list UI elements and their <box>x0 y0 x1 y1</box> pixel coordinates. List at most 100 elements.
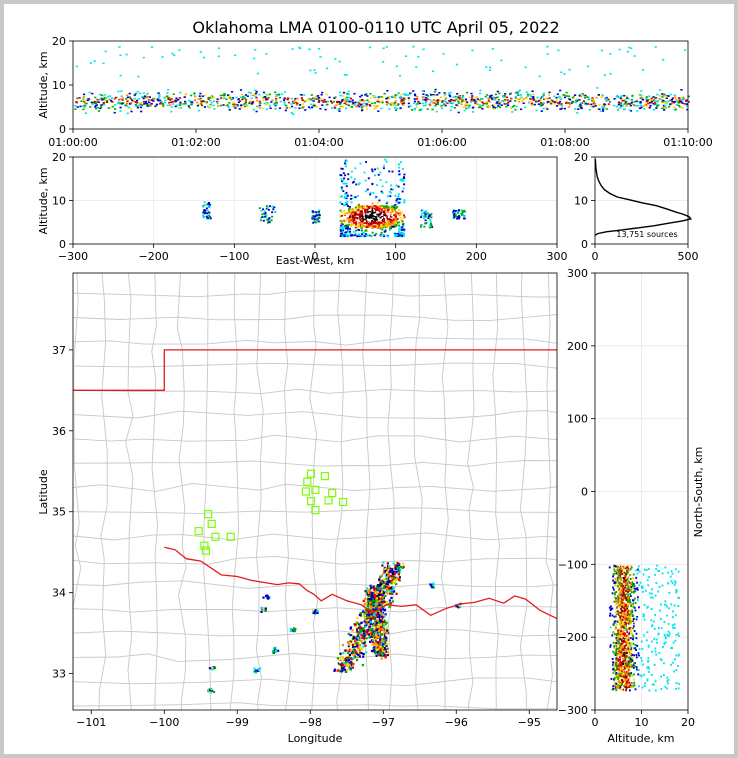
northsouth-source <box>655 567 657 570</box>
northsouth-source <box>636 572 639 575</box>
time-altitude-source <box>470 100 473 102</box>
plan-view-source <box>359 651 362 654</box>
time-altitude-source <box>275 101 278 104</box>
plan-view-source <box>348 664 351 667</box>
time-altitude-source <box>335 104 338 107</box>
eastwest-source <box>345 182 348 185</box>
time-altitude-source <box>487 105 490 107</box>
time-altitude-source <box>645 105 648 107</box>
time-altitude-source <box>223 92 226 95</box>
time-altitude-source <box>203 106 206 108</box>
eastwest-source <box>380 190 383 193</box>
plan-view-source <box>350 664 353 667</box>
time-altitude-source <box>351 99 354 101</box>
time-altitude-source <box>563 96 567 99</box>
eastwest-source <box>340 219 343 222</box>
northsouth-source <box>634 609 637 612</box>
plan-view-source <box>368 589 371 592</box>
northsouth-source <box>672 626 674 629</box>
eastwest-source <box>463 217 465 220</box>
time-altitude-source <box>373 102 376 104</box>
northsouth-source <box>618 680 620 683</box>
eastwest-source <box>346 200 349 203</box>
eastwest-source <box>265 205 268 207</box>
time-altitude-source <box>675 98 678 100</box>
time-altitude-source <box>377 110 380 112</box>
time-altitude-source <box>430 101 433 103</box>
plan-view-source <box>361 635 364 638</box>
plan-view-source <box>384 617 387 620</box>
plan-view-source <box>375 600 378 603</box>
eastwest-source <box>369 211 371 213</box>
eastwest-source <box>423 211 426 214</box>
time-altitude-source <box>550 102 553 105</box>
northsouth-source <box>614 591 617 594</box>
time-altitude-source <box>222 104 225 106</box>
time-altitude-source <box>429 104 432 107</box>
time-altitude-source <box>661 96 664 98</box>
plan-view-source <box>374 589 377 592</box>
eastwest-source <box>430 222 432 225</box>
time-altitude-source <box>552 100 555 102</box>
time-altitude-source <box>651 100 654 103</box>
time-altitude-source <box>482 102 485 105</box>
time-altitude-source <box>339 94 342 97</box>
eastwest-source <box>385 214 388 217</box>
plan-view-source <box>386 580 389 583</box>
time-altitude-source <box>412 45 415 48</box>
eastwest-source <box>375 218 378 221</box>
eastwest-source <box>391 210 394 213</box>
eastwest-source <box>353 209 356 212</box>
northsouth-source <box>620 580 623 583</box>
plan-view-source <box>377 602 380 605</box>
eastwest-source <box>362 225 365 227</box>
time-altitude-source <box>464 98 467 101</box>
eastwest-source <box>380 218 382 221</box>
time-altitude-source <box>199 103 203 105</box>
plan-view-source <box>267 597 270 600</box>
northsouth-source <box>612 661 614 664</box>
northsouth-source <box>626 616 629 619</box>
northsouth-source <box>621 683 623 686</box>
time-altitude-source <box>574 94 577 96</box>
plan-view-source <box>370 592 373 595</box>
northsouth-source <box>626 681 629 684</box>
northsouth-source <box>634 590 637 593</box>
plan-view-source <box>372 630 375 634</box>
lma-station-marker <box>200 541 209 550</box>
time-altitude-source <box>315 106 318 108</box>
eastwest-source <box>203 201 206 204</box>
eastwest-source <box>347 220 350 222</box>
plan-view-source <box>369 630 372 633</box>
eastwest-source <box>392 225 395 228</box>
plan-view-source <box>362 627 365 630</box>
northsouth-source <box>610 677 613 680</box>
time-altitude-source <box>486 106 489 108</box>
time-altitude-source <box>623 108 626 111</box>
eastwest-source <box>372 218 375 220</box>
northsouth-source <box>625 680 628 683</box>
eastwest-source <box>376 225 379 228</box>
time-altitude-source <box>558 97 562 99</box>
time-altitude-source <box>534 100 538 103</box>
eastwest-source <box>365 234 368 237</box>
time-altitude-source <box>550 101 553 104</box>
county-line <box>203 273 212 710</box>
time-altitude-source <box>471 49 474 52</box>
eastwest-source <box>369 220 372 222</box>
time-altitude-source <box>456 93 459 95</box>
northsouth-source <box>617 604 619 607</box>
plan-view-source <box>357 644 361 647</box>
eastwest-source <box>358 216 361 219</box>
plan-view-source <box>384 623 387 626</box>
plan-view-source <box>387 575 391 578</box>
eastwest-source <box>387 215 390 218</box>
eastwest-source <box>361 229 363 232</box>
eastwest-source <box>206 212 209 215</box>
time-altitude-source <box>374 107 377 109</box>
eastwest-source <box>394 204 397 206</box>
eastwest-source <box>421 212 424 215</box>
time-altitude-source <box>302 106 305 108</box>
time-altitude-source <box>595 96 598 99</box>
eastwest-source <box>454 211 457 214</box>
